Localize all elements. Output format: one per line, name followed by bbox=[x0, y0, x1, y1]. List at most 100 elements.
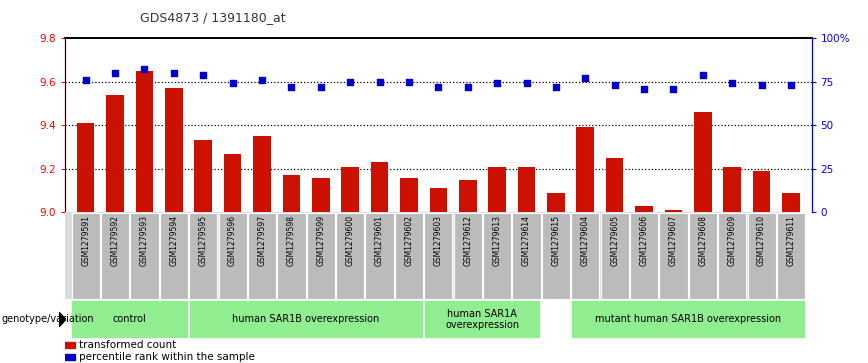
Bar bbox=[188, 300, 424, 339]
Bar bbox=[723, 167, 741, 212]
Point bbox=[461, 84, 475, 90]
Bar bbox=[400, 178, 418, 212]
Bar bbox=[77, 123, 95, 212]
Bar bbox=[71, 300, 188, 339]
Bar bbox=[253, 136, 271, 212]
Point bbox=[667, 86, 681, 91]
Bar bbox=[571, 213, 600, 299]
Bar bbox=[306, 213, 335, 299]
Text: GSM1279609: GSM1279609 bbox=[727, 215, 737, 266]
Text: GSM1279606: GSM1279606 bbox=[640, 215, 648, 266]
Text: GSM1279604: GSM1279604 bbox=[581, 215, 589, 266]
Text: percentile rank within the sample: percentile rank within the sample bbox=[79, 352, 254, 362]
Bar bbox=[547, 193, 565, 212]
Point bbox=[108, 70, 122, 76]
Bar bbox=[277, 213, 306, 299]
Text: GSM1279615: GSM1279615 bbox=[551, 215, 561, 266]
Point bbox=[196, 72, 210, 78]
Text: GSM1279603: GSM1279603 bbox=[434, 215, 443, 266]
Bar bbox=[483, 213, 511, 299]
Bar bbox=[688, 213, 717, 299]
Bar bbox=[71, 213, 100, 299]
Bar bbox=[101, 213, 129, 299]
Bar bbox=[489, 167, 506, 212]
Bar bbox=[606, 158, 623, 212]
Bar bbox=[747, 213, 776, 299]
Bar bbox=[660, 213, 687, 299]
Bar bbox=[459, 180, 477, 212]
Bar bbox=[165, 88, 182, 212]
Bar bbox=[336, 213, 365, 299]
Bar bbox=[65, 354, 75, 360]
Text: GSM1279610: GSM1279610 bbox=[757, 215, 766, 266]
Text: GSM1279601: GSM1279601 bbox=[375, 215, 384, 266]
Point bbox=[255, 77, 269, 83]
Text: mutant human SAR1B overexpression: mutant human SAR1B overexpression bbox=[595, 314, 781, 325]
Point bbox=[285, 84, 299, 90]
Text: GSM1279612: GSM1279612 bbox=[464, 215, 472, 266]
Text: GSM1279600: GSM1279600 bbox=[345, 215, 355, 266]
Bar bbox=[777, 213, 806, 299]
Bar bbox=[424, 213, 452, 299]
Bar bbox=[219, 213, 247, 299]
Bar bbox=[312, 178, 330, 212]
Bar bbox=[424, 300, 542, 339]
Point bbox=[431, 84, 445, 90]
Bar bbox=[665, 210, 682, 212]
Bar bbox=[576, 127, 594, 212]
Bar bbox=[635, 206, 653, 212]
Point bbox=[726, 81, 740, 86]
Bar bbox=[371, 162, 388, 212]
Text: GSM1279608: GSM1279608 bbox=[699, 215, 707, 266]
Bar bbox=[189, 213, 217, 299]
Text: GDS4873 / 1391180_at: GDS4873 / 1391180_at bbox=[140, 11, 286, 24]
Text: human SAR1A
overexpression: human SAR1A overexpression bbox=[445, 309, 519, 330]
Point bbox=[578, 75, 592, 81]
Bar bbox=[630, 213, 658, 299]
Bar bbox=[512, 213, 541, 299]
Text: GSM1279602: GSM1279602 bbox=[404, 215, 413, 266]
Bar bbox=[283, 175, 300, 212]
Text: GSM1279605: GSM1279605 bbox=[610, 215, 619, 266]
Bar bbox=[718, 213, 746, 299]
Bar bbox=[753, 171, 771, 212]
Text: GSM1279595: GSM1279595 bbox=[199, 215, 207, 266]
Point bbox=[343, 79, 357, 85]
Text: genotype/variation: genotype/variation bbox=[2, 314, 95, 325]
Bar bbox=[248, 213, 276, 299]
Point bbox=[137, 66, 151, 72]
Text: GSM1279597: GSM1279597 bbox=[258, 215, 266, 266]
Point bbox=[490, 81, 504, 86]
Bar bbox=[395, 213, 423, 299]
Point bbox=[167, 70, 181, 76]
Text: GSM1279614: GSM1279614 bbox=[522, 215, 531, 266]
Text: GSM1279598: GSM1279598 bbox=[287, 215, 296, 266]
Point bbox=[520, 81, 534, 86]
Bar bbox=[106, 95, 124, 212]
Point bbox=[402, 79, 416, 85]
Bar bbox=[601, 213, 628, 299]
Text: GSM1279599: GSM1279599 bbox=[316, 215, 326, 266]
Bar bbox=[517, 167, 536, 212]
Bar bbox=[570, 300, 806, 339]
Text: transformed count: transformed count bbox=[79, 340, 176, 350]
Point bbox=[754, 82, 768, 88]
Bar bbox=[194, 140, 212, 212]
Text: GSM1279591: GSM1279591 bbox=[82, 215, 90, 266]
Bar bbox=[430, 188, 447, 212]
Point bbox=[226, 81, 240, 86]
Bar bbox=[694, 112, 712, 212]
Bar bbox=[454, 213, 482, 299]
Point bbox=[549, 84, 562, 90]
Bar bbox=[542, 213, 570, 299]
Point bbox=[637, 86, 651, 91]
Bar bbox=[782, 193, 799, 212]
Text: control: control bbox=[113, 314, 147, 325]
Text: GSM1279607: GSM1279607 bbox=[669, 215, 678, 266]
Point bbox=[314, 84, 328, 90]
Bar bbox=[224, 154, 241, 212]
Bar bbox=[341, 167, 359, 212]
Text: human SAR1B overexpression: human SAR1B overexpression bbox=[233, 314, 379, 325]
Polygon shape bbox=[59, 312, 66, 327]
Text: GSM1279596: GSM1279596 bbox=[228, 215, 237, 266]
